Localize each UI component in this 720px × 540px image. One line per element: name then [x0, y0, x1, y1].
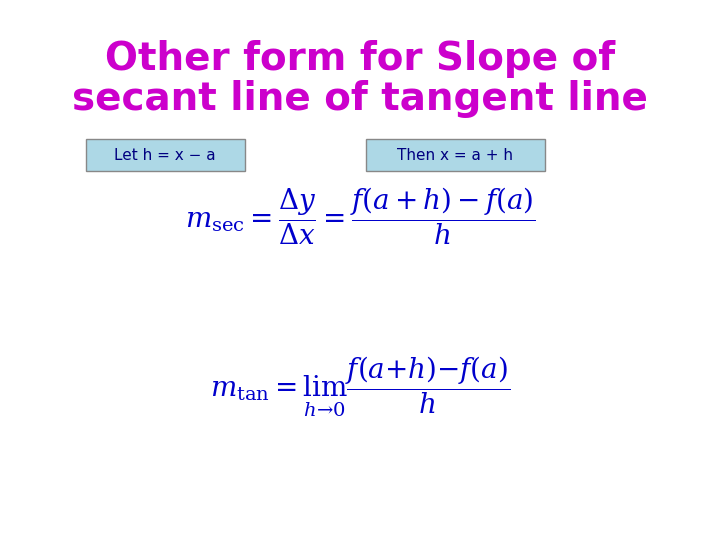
FancyBboxPatch shape	[86, 139, 245, 171]
Text: Then x = a + h: Then x = a + h	[397, 147, 513, 163]
Text: secant line of tangent line: secant line of tangent line	[72, 80, 648, 118]
Text: Let h = x − a: Let h = x − a	[114, 147, 216, 163]
Text: $m_{\mathrm{tan}} = \lim_{h \to 0} \dfrac{f(a+h)-f(a)}{h}$: $m_{\mathrm{tan}} = \lim_{h \to 0} \dfra…	[210, 355, 510, 420]
FancyBboxPatch shape	[366, 139, 544, 171]
Text: $m_{\mathrm{sec}} = \dfrac{\Delta y}{\Delta x} = \dfrac{f(a+h)-f(a)}{h}$: $m_{\mathrm{sec}} = \dfrac{\Delta y}{\De…	[185, 185, 535, 247]
Text: Other form for Slope of: Other form for Slope of	[105, 40, 615, 78]
